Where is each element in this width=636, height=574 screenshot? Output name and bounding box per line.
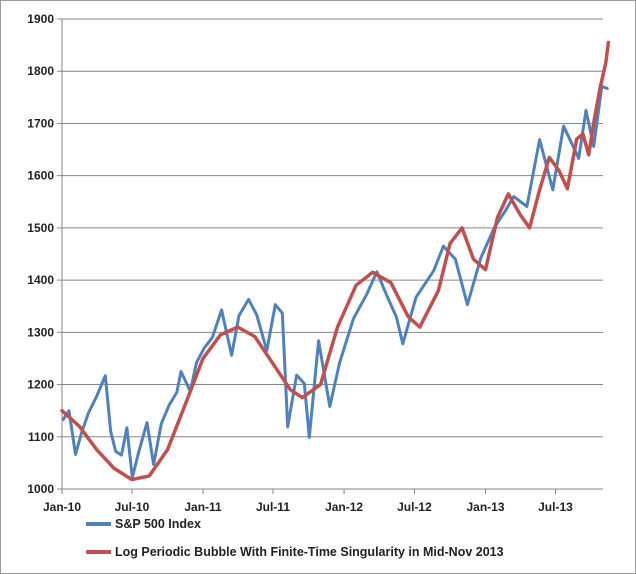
y-tick-label: 1300 — [27, 325, 54, 339]
axes — [61, 19, 603, 490]
y-tick-label: 1900 — [27, 12, 54, 26]
legend-label-bubble: Log Periodic Bubble With Finite-Time Sin… — [115, 545, 504, 559]
series-layer — [60, 40, 611, 482]
y-tick-label: 1500 — [27, 221, 54, 235]
x-tick-label: Jan-12 — [325, 500, 363, 514]
legend-item-bubble[interactable]: Log Periodic Bubble With Finite-Time Sin… — [86, 545, 504, 559]
legend-item-sp500[interactable]: S&P 500 Index — [86, 517, 201, 531]
gridlines — [62, 18, 603, 438]
series-line-sp500 — [61, 84, 609, 479]
series-line-bubble — [60, 40, 611, 482]
y-tick-label: 1400 — [27, 273, 54, 287]
y-tick-label: 1700 — [27, 116, 54, 130]
x-tick-label: Jul-12 — [397, 500, 432, 514]
x-tick-label: Jan-11 — [184, 500, 222, 514]
x-tick-label: Jul-13 — [538, 500, 573, 514]
y-tick-label: 1000 — [27, 482, 54, 496]
y-tick-label: 1600 — [27, 169, 54, 183]
x-tick-label: Jan-10 — [43, 500, 81, 514]
y-tick-labels: 1000 1100 1200 1300 1400 1500 1600 1700 1800 1900 — [27, 12, 62, 496]
y-tick-label: 1100 — [28, 430, 54, 444]
y-tick-label: 1800 — [27, 64, 54, 78]
legend: S&P 500 Index Log Periodic Bubble With F… — [86, 517, 504, 559]
x-tick-label: Jan-13 — [467, 500, 505, 514]
x-tick-labels: Jan-10 Jul-10 Jan-11 Jul-11 Jan-12 Jul-12 Jan-… — [43, 489, 573, 514]
legend-label-sp500: S&P 500 Index — [115, 517, 201, 531]
y-tick-label: 1200 — [27, 378, 54, 392]
x-tick-label: Jul-11 — [256, 500, 290, 514]
x-tick-label: Jul-10 — [115, 500, 150, 514]
